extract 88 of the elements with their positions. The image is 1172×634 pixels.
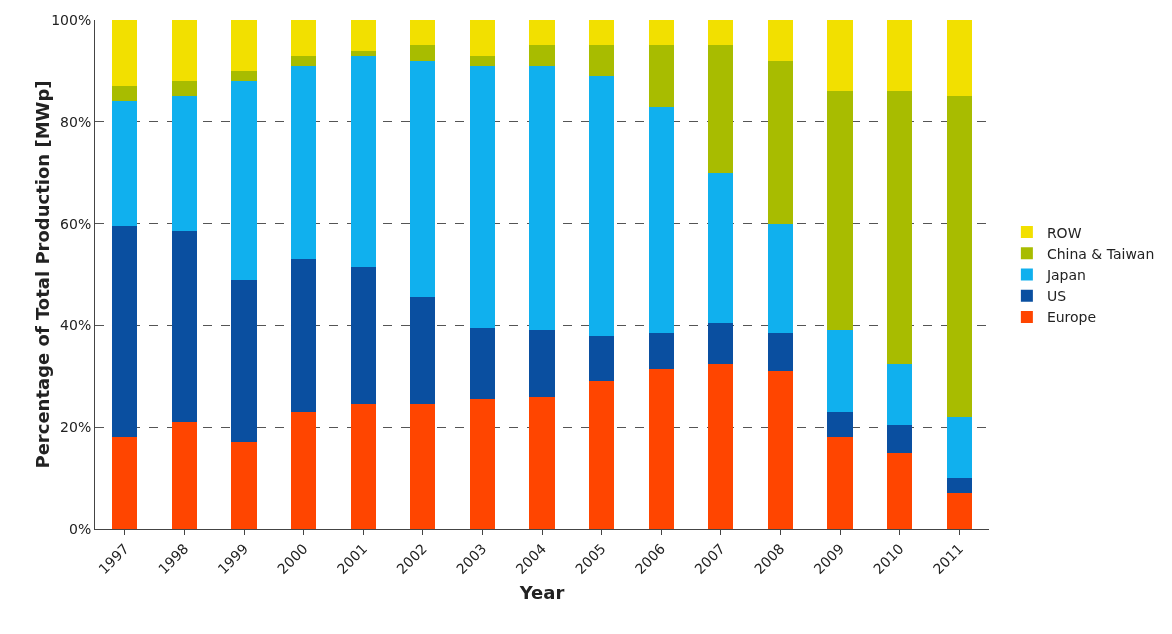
bar <box>946 96 972 418</box>
bar <box>410 297 436 405</box>
bar <box>231 442 257 529</box>
bar <box>887 91 913 364</box>
bar <box>827 437 853 529</box>
bar <box>171 20 197 82</box>
bar <box>827 91 853 331</box>
bar <box>410 20 436 46</box>
bar <box>291 411 317 529</box>
bar <box>708 363 734 529</box>
bar <box>767 371 793 529</box>
y-tick-label: 20% <box>60 419 92 436</box>
bar <box>648 333 674 369</box>
bar <box>171 96 197 232</box>
bar <box>589 45 615 76</box>
y-tick-label: 100% <box>51 11 92 28</box>
bar <box>827 411 853 438</box>
bar <box>469 399 495 529</box>
legend-label: China & Taiwan <box>1046 245 1155 262</box>
bar <box>767 333 793 372</box>
bar <box>767 20 793 61</box>
bar <box>112 437 138 529</box>
bar <box>291 65 317 260</box>
bar <box>648 20 674 46</box>
bar <box>112 86 138 102</box>
bar <box>827 20 853 92</box>
bar <box>767 223 793 334</box>
bar <box>112 20 138 87</box>
bar <box>648 106 674 334</box>
bar <box>469 55 495 66</box>
bar <box>589 381 615 529</box>
bar <box>410 60 436 298</box>
bar <box>112 101 138 227</box>
bar <box>469 327 495 400</box>
bar <box>708 172 734 323</box>
bar <box>529 45 555 66</box>
bar <box>529 396 555 529</box>
bar <box>827 330 853 412</box>
bar <box>648 368 674 529</box>
bar <box>946 478 972 494</box>
y-tick-label: 0% <box>68 520 92 537</box>
legend-label: ROW <box>1046 224 1082 241</box>
x-axis-title: Year <box>518 582 565 604</box>
legend-label: US <box>1046 288 1067 305</box>
bar <box>708 322 734 364</box>
bar <box>767 60 793 224</box>
bar <box>887 452 913 529</box>
bar <box>589 335 615 382</box>
bar <box>171 81 197 97</box>
y-tick-label: 40% <box>60 317 92 334</box>
bar <box>350 55 376 267</box>
bar <box>231 70 257 82</box>
bar <box>469 65 495 328</box>
y-axis-title: Percentage of Total Production [MWp] <box>32 80 53 469</box>
bar <box>291 259 317 412</box>
bar <box>887 424 913 453</box>
bar <box>946 417 972 479</box>
legend-label: Japan <box>1045 266 1086 283</box>
bar <box>231 20 257 71</box>
y-tick-label: 80% <box>60 113 92 130</box>
bar <box>350 20 376 51</box>
bar <box>350 266 376 405</box>
bar <box>350 404 376 529</box>
y-tick-label: 60% <box>60 215 92 232</box>
bar <box>469 20 495 56</box>
bar <box>410 404 436 529</box>
bar <box>350 50 376 56</box>
bar <box>946 493 972 529</box>
bar <box>171 231 197 423</box>
bar <box>589 75 615 336</box>
bar <box>171 422 197 529</box>
bar <box>291 20 317 56</box>
bar <box>112 226 138 438</box>
bar <box>529 65 555 331</box>
bar <box>708 45 734 173</box>
bar <box>529 20 555 46</box>
bar <box>529 330 555 397</box>
bar <box>648 45 674 107</box>
bar <box>708 20 734 46</box>
bar <box>410 45 436 61</box>
legend-label: Europe <box>1046 309 1097 326</box>
bar <box>589 20 615 46</box>
bar <box>291 55 317 66</box>
bar <box>887 363 913 425</box>
bar <box>946 20 972 97</box>
bar <box>231 279 257 443</box>
bar <box>887 20 913 92</box>
bar <box>231 81 257 280</box>
